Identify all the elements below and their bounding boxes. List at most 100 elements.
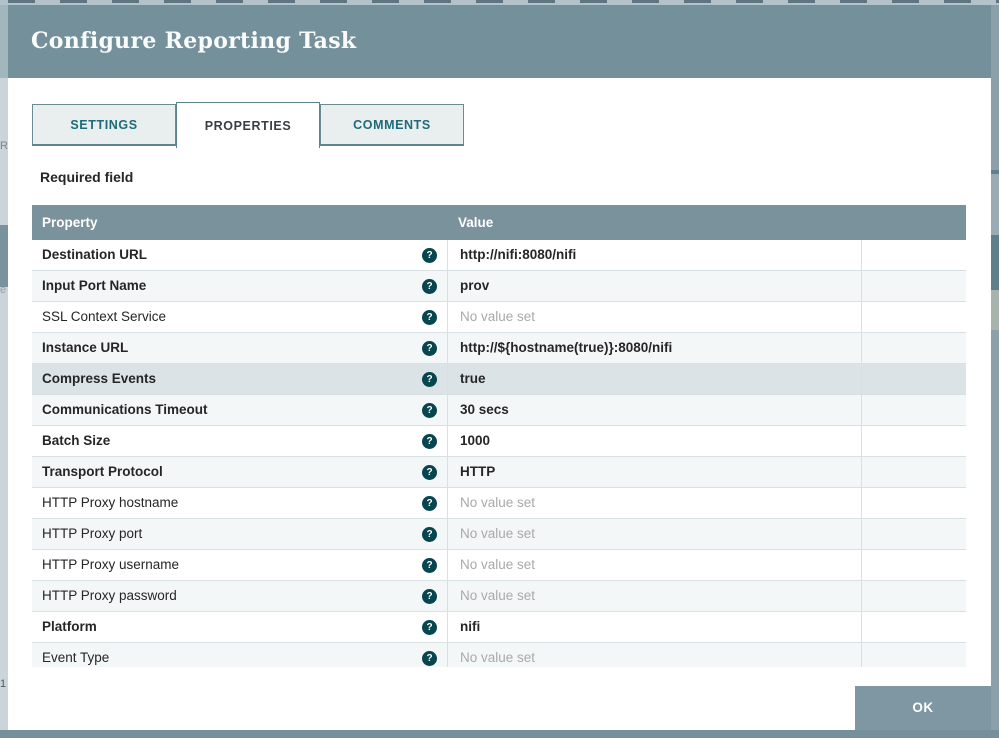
property-value: No value set xyxy=(460,526,536,541)
table-row[interactable]: Compress Events ? true xyxy=(32,364,966,395)
help-question-icon[interactable]: ? xyxy=(422,496,437,511)
property-value-cell[interactable]: 1000 xyxy=(448,426,862,456)
help-question-icon[interactable]: ? xyxy=(422,403,437,418)
table-row[interactable]: Instance URL ? http://${hostname(true)}:… xyxy=(32,333,966,364)
property-value-cell[interactable]: No value set xyxy=(448,643,862,667)
help-question-icon[interactable]: ? xyxy=(422,248,437,263)
table-row[interactable]: Communications Timeout ? 30 secs xyxy=(32,395,966,426)
help-question-icon[interactable]: ? xyxy=(422,558,437,573)
property-value: No value set xyxy=(460,588,536,603)
row-extra-cell xyxy=(862,426,966,456)
background-toolbar-strip xyxy=(0,0,999,5)
row-extra-cell xyxy=(862,364,966,394)
table-row[interactable]: HTTP Proxy password ? No value set xyxy=(32,581,966,612)
help-question-icon[interactable]: ? xyxy=(422,279,437,294)
tab-properties[interactable]: PROPERTIES xyxy=(176,102,320,148)
property-value-cell[interactable]: No value set xyxy=(448,581,862,611)
background-segment xyxy=(991,330,999,738)
property-value-cell[interactable]: 30 secs xyxy=(448,395,862,425)
help-question-icon[interactable]: ? xyxy=(422,434,437,449)
property-name: SSL Context Service xyxy=(42,309,167,324)
property-value-cell[interactable]: http://${hostname(true)}:8080/nifi xyxy=(448,333,862,363)
table-row[interactable]: Transport Protocol ? HTTP xyxy=(32,457,966,488)
background-bottom-edge xyxy=(0,730,999,738)
background-right-edge xyxy=(991,0,999,738)
background-segment xyxy=(991,174,999,235)
table-row[interactable]: Platform ? nifi xyxy=(32,612,966,643)
help-question-icon[interactable]: ? xyxy=(422,527,437,542)
help-question-icon[interactable]: ? xyxy=(422,372,437,387)
property-value: http://${hostname(true)}:8080/nifi xyxy=(460,340,673,355)
table-row[interactable]: Input Port Name ? prov xyxy=(32,271,966,302)
property-value-cell[interactable]: No value set xyxy=(448,550,862,580)
property-name-cell: Input Port Name ? xyxy=(32,271,448,301)
background-segment xyxy=(991,290,999,330)
help-question-icon[interactable]: ? xyxy=(422,341,437,356)
property-value-cell[interactable]: No value set xyxy=(448,302,862,332)
row-extra-cell xyxy=(862,240,966,270)
table-row[interactable]: HTTP Proxy username ? No value set xyxy=(32,550,966,581)
tab-settings[interactable]: SETTINGS xyxy=(32,104,176,146)
property-value: No value set xyxy=(460,309,536,324)
help-question-icon[interactable]: ? xyxy=(422,620,437,635)
property-name: Communications Timeout xyxy=(42,402,208,417)
row-extra-cell xyxy=(862,550,966,580)
table-row[interactable]: Batch Size ? 1000 xyxy=(32,426,966,457)
help-question-icon[interactable]: ? xyxy=(422,310,437,325)
property-name-cell: Destination URL ? xyxy=(32,240,448,270)
property-name: Transport Protocol xyxy=(42,464,163,479)
table-row[interactable]: SSL Context Service ? No value set xyxy=(32,302,966,333)
property-value: true xyxy=(460,371,486,386)
property-name: Input Port Name xyxy=(42,278,147,293)
required-field-label: Required field xyxy=(40,169,134,185)
row-extra-cell xyxy=(862,643,966,667)
help-question-icon[interactable]: ? xyxy=(422,651,437,666)
column-header-value: Value xyxy=(458,215,494,230)
properties-table-header: Property Value xyxy=(32,205,966,240)
property-name-cell: HTTP Proxy password ? xyxy=(32,581,448,611)
property-name: Instance URL xyxy=(42,340,129,355)
background-segment xyxy=(991,235,999,290)
help-question-icon[interactable]: ? xyxy=(422,589,437,604)
property-name-cell: Instance URL ? xyxy=(32,333,448,363)
property-value: No value set xyxy=(460,557,536,572)
property-value: No value set xyxy=(460,495,536,510)
property-name: HTTP Proxy username xyxy=(42,557,180,572)
property-name: Destination URL xyxy=(42,247,148,262)
property-value: http://nifi:8080/nifi xyxy=(460,247,577,262)
property-name-cell: Platform ? xyxy=(32,612,448,642)
property-name: Compress Events xyxy=(42,371,157,386)
background-text-fragment: R xyxy=(0,140,8,152)
tab-comments[interactable]: COMMENTS xyxy=(320,104,464,146)
table-row[interactable]: Event Type ? No value set xyxy=(32,643,966,667)
property-value-cell[interactable]: prov xyxy=(448,271,862,301)
property-value-cell[interactable]: No value set xyxy=(448,519,862,549)
background-text-fragment: 1 xyxy=(0,678,7,690)
table-row[interactable]: Destination URL ? http://nifi:8080/nifi xyxy=(32,240,966,271)
property-value-cell[interactable]: No value set xyxy=(448,488,862,518)
property-name: HTTP Proxy hostname xyxy=(42,495,179,510)
property-name-cell: HTTP Proxy username ? xyxy=(32,550,448,580)
dialog-header: Configure Reporting Task xyxy=(8,5,991,78)
table-row[interactable]: HTTP Proxy hostname ? No value set xyxy=(32,488,966,519)
property-name-cell: HTTP Proxy port ? xyxy=(32,519,448,549)
row-extra-cell xyxy=(862,302,966,332)
property-name: Batch Size xyxy=(42,433,111,448)
property-value: No value set xyxy=(460,650,536,665)
property-value-cell[interactable]: http://nifi:8080/nifi xyxy=(448,240,862,270)
dialog-title: Configure Reporting Task xyxy=(31,28,357,54)
row-extra-cell xyxy=(862,395,966,425)
property-name: Event Type xyxy=(42,650,110,665)
property-value-cell[interactable]: nifi xyxy=(448,612,862,642)
property-value-cell[interactable]: HTTP xyxy=(448,457,862,487)
background-left-block-fragment xyxy=(0,225,8,287)
ok-button[interactable]: OK xyxy=(855,686,991,730)
properties-table-body: Destination URL ? http://nifi:8080/nifi … xyxy=(32,240,966,667)
property-value-cell[interactable]: true xyxy=(448,364,862,394)
help-question-icon[interactable]: ? xyxy=(422,465,437,480)
property-name-cell: HTTP Proxy hostname ? xyxy=(32,488,448,518)
property-name-cell: SSL Context Service ? xyxy=(32,302,448,332)
property-value: 30 secs xyxy=(460,402,509,417)
row-extra-cell xyxy=(862,271,966,301)
table-row[interactable]: HTTP Proxy port ? No value set xyxy=(32,519,966,550)
